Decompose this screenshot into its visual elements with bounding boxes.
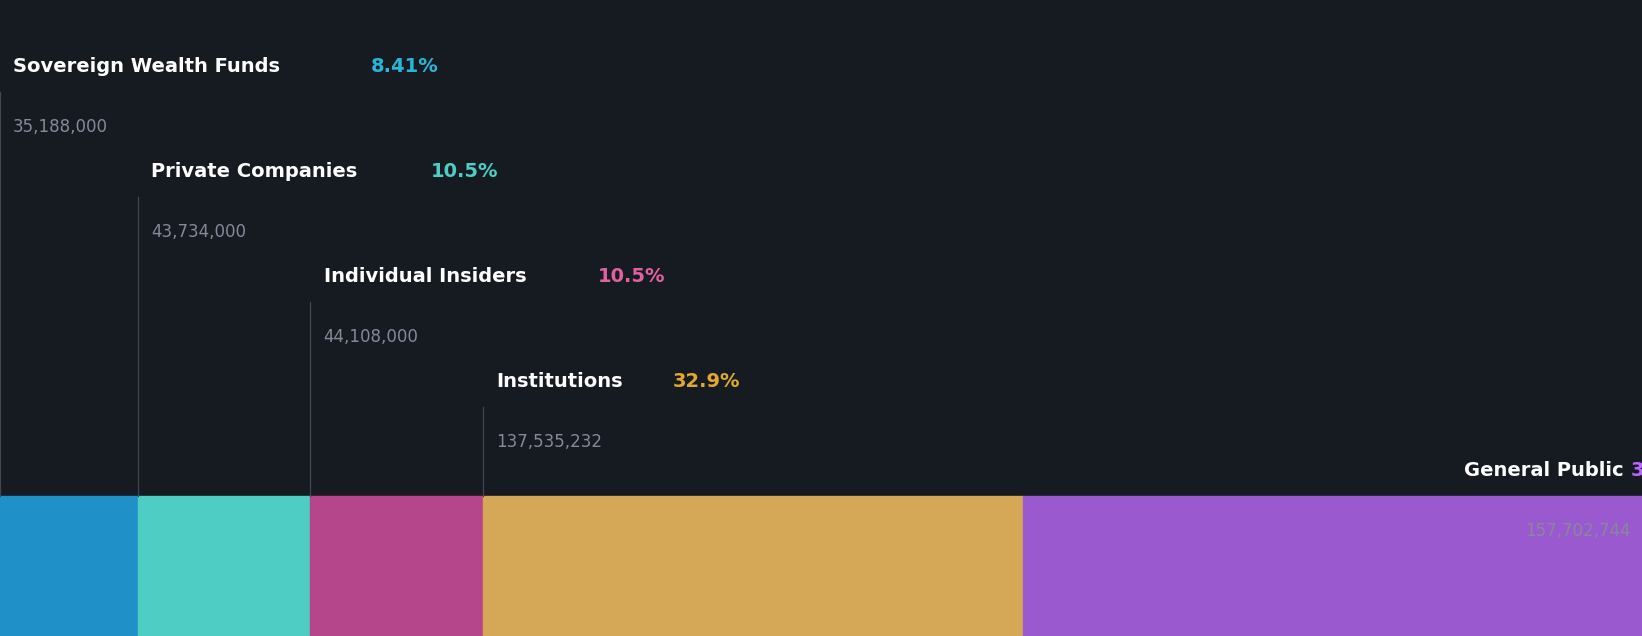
- Text: Institutions: Institutions: [496, 372, 622, 391]
- Text: 44,108,000: 44,108,000: [323, 328, 419, 346]
- Text: 10.5%: 10.5%: [430, 162, 498, 181]
- Bar: [1023, 496, 1642, 636]
- Text: Individual Insiders: Individual Insiders: [323, 267, 525, 286]
- Bar: [310, 496, 483, 636]
- Text: 137,535,232: 137,535,232: [496, 433, 603, 451]
- Bar: [138, 496, 310, 636]
- Bar: [0, 496, 138, 636]
- Bar: [483, 496, 1023, 636]
- Text: Private Companies: Private Companies: [151, 162, 358, 181]
- Text: Sovereign Wealth Funds: Sovereign Wealth Funds: [13, 57, 281, 76]
- Text: 43,734,000: 43,734,000: [151, 223, 246, 241]
- Text: 32.9%: 32.9%: [673, 372, 741, 391]
- Text: 37.7%: 37.7%: [1631, 461, 1642, 480]
- Text: General Public: General Public: [1465, 461, 1631, 480]
- Text: 8.41%: 8.41%: [371, 57, 438, 76]
- Text: 35,188,000: 35,188,000: [13, 118, 108, 136]
- Text: 157,702,744: 157,702,744: [1525, 522, 1631, 540]
- Text: 10.5%: 10.5%: [598, 267, 665, 286]
